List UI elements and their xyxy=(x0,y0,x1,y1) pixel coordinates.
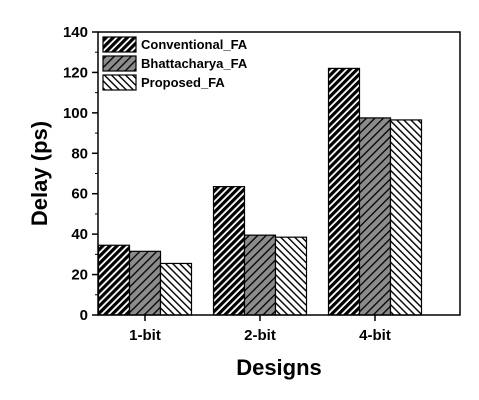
legend-swatch-1 xyxy=(102,55,137,72)
y-axis-title: Delay (ps) xyxy=(27,121,52,226)
x-axis: 1-bit 2-bit 4-bit xyxy=(129,315,391,344)
y-tick-label-1: 20 xyxy=(71,267,88,284)
legend-label-0: Conventional_FA xyxy=(141,37,248,52)
y-tick-label-5: 100 xyxy=(63,105,88,122)
legend-swatch-0 xyxy=(102,36,137,53)
bar-1-0 xyxy=(212,186,246,316)
y-tick-label-4: 80 xyxy=(71,145,88,162)
bar-1-2 xyxy=(274,236,308,316)
y-tick-label-6: 120 xyxy=(63,64,88,81)
bar-2-1 xyxy=(358,117,392,316)
bar-1-1 xyxy=(243,234,277,316)
bar-0-0 xyxy=(97,244,131,316)
y-tick-label-0: 0 xyxy=(80,307,88,324)
bar-2-0 xyxy=(327,67,361,316)
bar-0-2 xyxy=(159,262,193,316)
x-tick-label-0: 1-bit xyxy=(129,327,161,344)
legend-swatch-2 xyxy=(102,74,137,91)
x-axis-title: Designs xyxy=(236,355,322,380)
bar-2-2 xyxy=(389,119,423,316)
y-tick-label-2: 40 xyxy=(71,226,88,243)
bar-0-1 xyxy=(128,250,162,316)
legend: Conventional_FA Bhattacharya_FA Proposed_F… xyxy=(102,36,248,91)
y-axis: 0 20 40 60 80 100 120 140 xyxy=(63,24,98,324)
x-tick-label-1: 2-bit xyxy=(244,327,276,344)
y-tick-label-3: 60 xyxy=(71,186,88,203)
x-tick-label-2: 4-bit xyxy=(359,327,391,344)
y-tick-label-7: 140 xyxy=(63,24,88,41)
legend-label-2: Proposed_FA xyxy=(141,75,225,90)
legend-label-1: Bhattacharya_FA xyxy=(141,56,248,71)
bars-layer xyxy=(97,67,423,316)
